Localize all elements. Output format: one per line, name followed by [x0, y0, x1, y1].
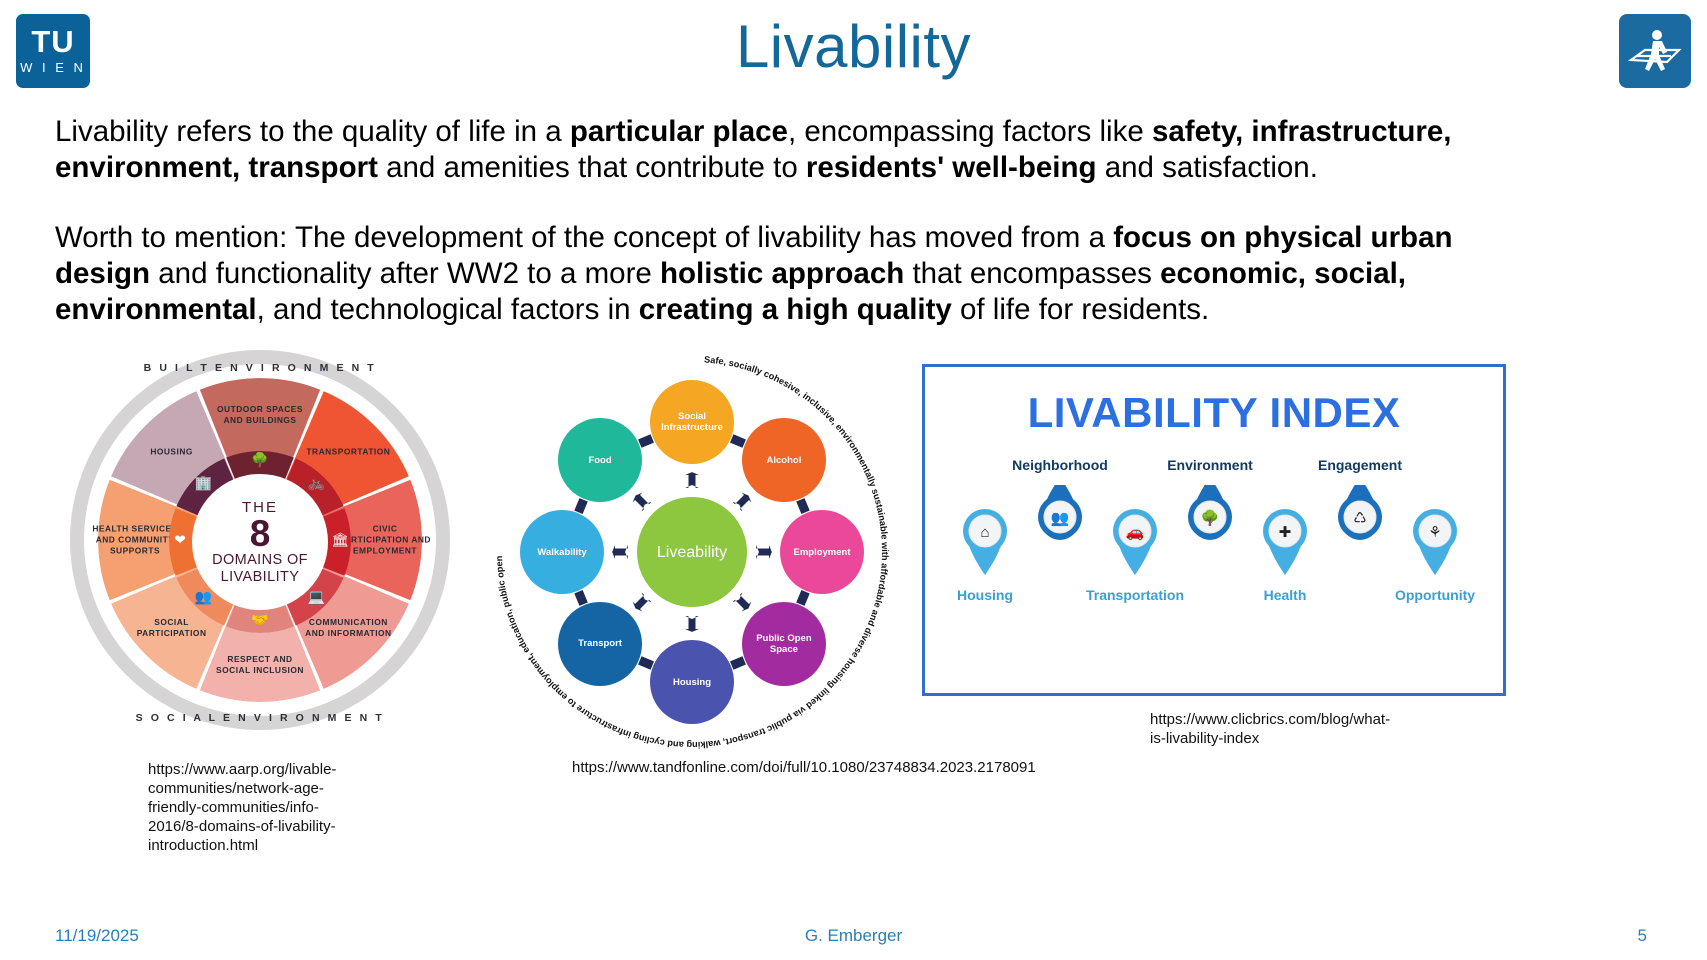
index-pin-people-group: 👥	[1029, 477, 1091, 563]
svg-text:🌳: 🌳	[1201, 508, 1220, 527]
wien-logo-text: W I E N	[20, 60, 86, 75]
index-pin-car: 🚗	[1104, 499, 1166, 577]
wheel-hub-number: 8	[249, 512, 271, 554]
park-trees-icon: 🌳	[1188, 477, 1232, 540]
wheel-bank-icon: 🏛	[331, 531, 349, 548]
relationship-arrow	[632, 492, 652, 514]
wheel-heart-pulse-icon: ❤	[174, 531, 186, 548]
relationship-arrow	[632, 592, 654, 612]
ring-connector	[796, 498, 810, 514]
opportunity-growth-icon: ⚘	[1413, 509, 1457, 575]
index-bottom-label: Health	[1263, 587, 1307, 603]
ring-connector	[574, 590, 588, 606]
first-aid-kit-icon: ✚	[1263, 509, 1307, 575]
footer-date: 11/19/2025	[55, 926, 139, 945]
paragraph-history: Worth to mention: The development of the…	[55, 221, 1453, 326]
wheel-hub: THE 8 DOMAINS OF LIVABILITY	[195, 477, 325, 607]
liveability-node-bubble: Walkability	[520, 510, 604, 594]
svg-text:⌂: ⌂	[980, 524, 989, 541]
wheel-handshake-icon: 🤝	[251, 611, 269, 628]
index-top-label: Environment	[1167, 457, 1253, 473]
index-bottom-label: Housing	[957, 587, 1013, 603]
liveability-node-bubble: Housing	[650, 640, 734, 724]
footer-author: G. Emberger	[804, 926, 903, 945]
index-pin-engagement-cycle: ♺	[1329, 477, 1391, 563]
pedestrian-crossing-icon	[1619, 14, 1691, 88]
ring-connector	[638, 434, 654, 448]
livability-index-title: LIVABILITY INDEX	[1027, 389, 1401, 436]
wheel-ring-label-bottom: S O C I A L E N V I R O N M E N T	[135, 712, 385, 724]
ring-connector	[796, 590, 810, 606]
ring-connector	[638, 656, 654, 670]
liveability-node-bubble: Food	[558, 418, 643, 503]
relationship-arrow	[612, 545, 634, 559]
figure-liveability-hub: Safe, socially cohesive, inclusive, envi…	[492, 340, 892, 750]
house-icon: ⌂	[963, 509, 1007, 575]
footer-page-number: 5	[1637, 926, 1647, 945]
ring-connector	[730, 656, 746, 670]
relationship-arrow	[685, 610, 699, 632]
ring-connector	[730, 434, 746, 448]
svg-text:✚: ✚	[1279, 524, 1292, 541]
index-pin-house: ⌂	[954, 499, 1016, 577]
figure-livability-index: LIVABILITY INDEX ⌂ 👥	[922, 364, 1506, 696]
figure1-caption: https://www.aarp.org/livable-communities…	[148, 761, 337, 854]
wheel-park-icon: 🌳	[251, 451, 269, 468]
wheel-laptop-icon: 💻	[307, 588, 326, 605]
svg-text:👥: 👥	[1051, 510, 1070, 527]
relationship-arrow	[750, 545, 772, 559]
ring-connector	[574, 498, 588, 514]
relationship-arrow	[685, 472, 699, 494]
wheel-ring-label-top: B U I L T E N V I R O N M E N T	[143, 362, 377, 374]
people-group-icon: 👥	[1038, 477, 1082, 540]
index-pin-opportunity-growth: ⚘	[1404, 499, 1466, 577]
wheel-people-icon: 👥	[194, 588, 213, 605]
index-pin-park-trees: 🌳	[1179, 477, 1241, 563]
tu-wien-logo: TU W I E N	[16, 14, 90, 88]
relationship-arrow	[730, 492, 752, 512]
index-bottom-label: Transportation	[1085, 587, 1185, 603]
index-top-label: Neighborhood	[1012, 457, 1108, 473]
relationship-arrow	[732, 590, 752, 612]
car-icon: 🚗	[1113, 509, 1157, 575]
index-top-label: Engagement	[1317, 457, 1403, 473]
figure3-caption: https://www.clicbrics.com/blog/what-is-l…	[1150, 711, 1391, 747]
liveability-arrows	[574, 434, 810, 670]
liveability-node-bubble: Public Open Space	[741, 601, 826, 686]
wheel-bicycle-icon: 🚲	[307, 474, 326, 491]
index-pin-first-aid-kit: ✚	[1254, 499, 1316, 577]
wheel-hub-the: THE	[242, 498, 278, 516]
figure-8-domains-wheel: B U I L T E N V I R O N M E N T S O C I …	[60, 342, 460, 742]
liveability-node-bubble: Transport	[558, 601, 643, 686]
liveability-node-bubble: Social Infrastructure	[650, 380, 734, 464]
svg-text:⚘: ⚘	[1428, 524, 1441, 541]
index-bottom-label: Opportunity	[1394, 587, 1476, 603]
svg-text:♺: ♺	[1353, 510, 1366, 527]
paragraph-definition: Livability refers to the quality of life…	[55, 115, 1452, 184]
page-title: Livability	[735, 13, 972, 80]
wheel-building-icon: 🏢	[194, 474, 213, 491]
svg-text:🚗: 🚗	[1126, 524, 1145, 541]
liveability-node-bubble: Alcohol	[741, 418, 826, 503]
tu-logo-text: TU	[31, 24, 75, 59]
figure2-caption: https://www.tandfonline.com/doi/full/10.…	[572, 759, 1036, 776]
wheel-hub-subtitle: DOMAINS OF LIVABILITY	[212, 551, 308, 585]
liveability-node-bubble: Employment	[780, 510, 864, 594]
engagement-cycle-icon: ♺	[1338, 477, 1382, 540]
liveability-center-bubble: Liveability	[637, 497, 747, 607]
